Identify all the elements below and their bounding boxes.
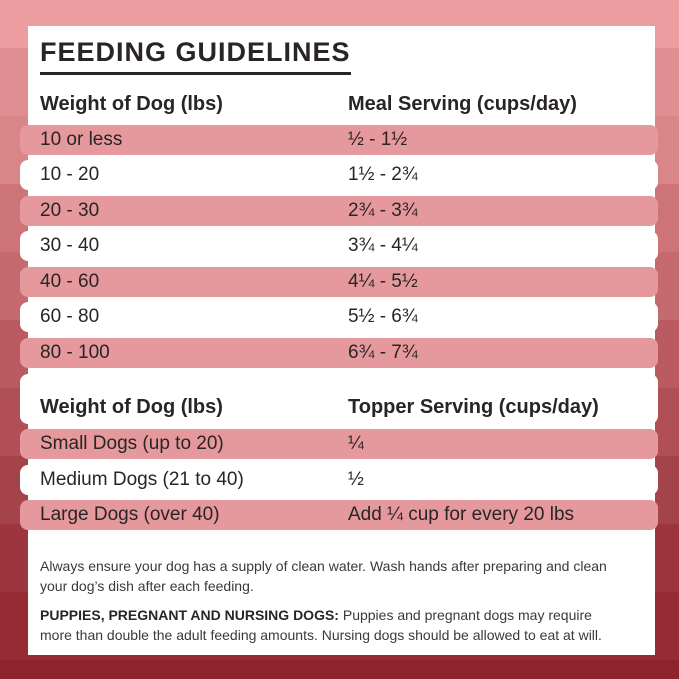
puppies-note-body: Puppies and pregnant dogs may require mo…: [40, 607, 602, 643]
table-row: 80 - 100 6¾ - 7¾: [20, 337, 658, 368]
table-row: Small Dogs (up to 20) ¼: [20, 429, 658, 459]
weight-cell: 60 - 80: [40, 306, 100, 327]
weight-cell: 40 - 60: [40, 270, 100, 292]
serving-cell: 5½ - 6¾: [348, 306, 418, 327]
weight-cell: Medium Dogs (21 to 40): [40, 468, 244, 490]
meal-weight-column-header: Weight of Dog (lbs): [40, 92, 223, 115]
table-row: 20 - 30 2¾ - 3¾: [20, 195, 658, 226]
weight-cell: 10 - 20: [40, 164, 100, 185]
serving-cell: ½ - 1½: [348, 128, 408, 150]
serving-cell: 4¼ - 5½: [348, 270, 418, 292]
feeding-guidelines-card: FEEDING GUIDELINES Weight of Dog (lbs) M…: [20, 26, 658, 655]
weight-cell: Small Dogs (up to 20): [40, 433, 224, 454]
table-row: 10 - 20 1½ - 2¾: [20, 160, 658, 190]
serving-cell: 6¾ - 7¾: [348, 341, 418, 363]
weight-cell: Large Dogs (over 40): [40, 504, 220, 525]
serving-cell: 3¾ - 4¼: [348, 235, 418, 256]
table-row: 30 - 40 3¾ - 4¼: [20, 231, 658, 261]
meal-table-header: Weight of Dog (lbs) Meal Serving (cups/d…: [40, 89, 643, 119]
puppies-note: PUPPIES, PREGNANT AND NURSING DOGS: Pupp…: [40, 605, 643, 645]
serving-cell: 1½ - 2¾: [348, 164, 418, 185]
weight-cell: 20 - 30: [40, 199, 100, 221]
topper-table: Weight of Dog (lbs) Topper Serving (cups…: [20, 373, 658, 530]
weight-cell: 80 - 100: [40, 341, 110, 363]
topper-weight-column-header: Weight of Dog (lbs): [40, 395, 223, 418]
table-row: 60 - 80 5½ - 6¾: [20, 302, 658, 332]
serving-cell: ¼: [348, 433, 364, 454]
meal-serving-column-header: Meal Serving (cups/day): [348, 92, 577, 115]
weight-cell: 30 - 40: [40, 235, 100, 256]
puppies-note-lead: PUPPIES, PREGNANT AND NURSING DOGS:: [40, 607, 339, 623]
table-row: 40 - 60 4¼ - 5½: [20, 266, 658, 297]
serving-cell: Add ¼ cup for every 20 lbs: [348, 504, 575, 525]
serving-cell: ½: [348, 468, 364, 490]
weight-cell: 10 or less: [40, 128, 123, 150]
clean-water-note: Always ensure your dog has a supply of c…: [40, 558, 607, 594]
table-row: Large Dogs (over 40) Add ¼ cup for every…: [20, 500, 658, 530]
topper-serving-column-header: Topper Serving (cups/day): [348, 395, 599, 418]
topper-table-header: Weight of Dog (lbs) Topper Serving (cups…: [20, 373, 658, 424]
meal-table: Weight of Dog (lbs) Meal Serving (cups/d…: [20, 89, 658, 368]
serving-cell: 2¾ - 3¾: [348, 199, 418, 221]
table-row: 10 or less ½ - 1½: [20, 124, 658, 155]
page-title: FEEDING GUIDELINES: [40, 38, 351, 75]
table-row: Medium Dogs (21 to 40) ½: [20, 464, 658, 495]
